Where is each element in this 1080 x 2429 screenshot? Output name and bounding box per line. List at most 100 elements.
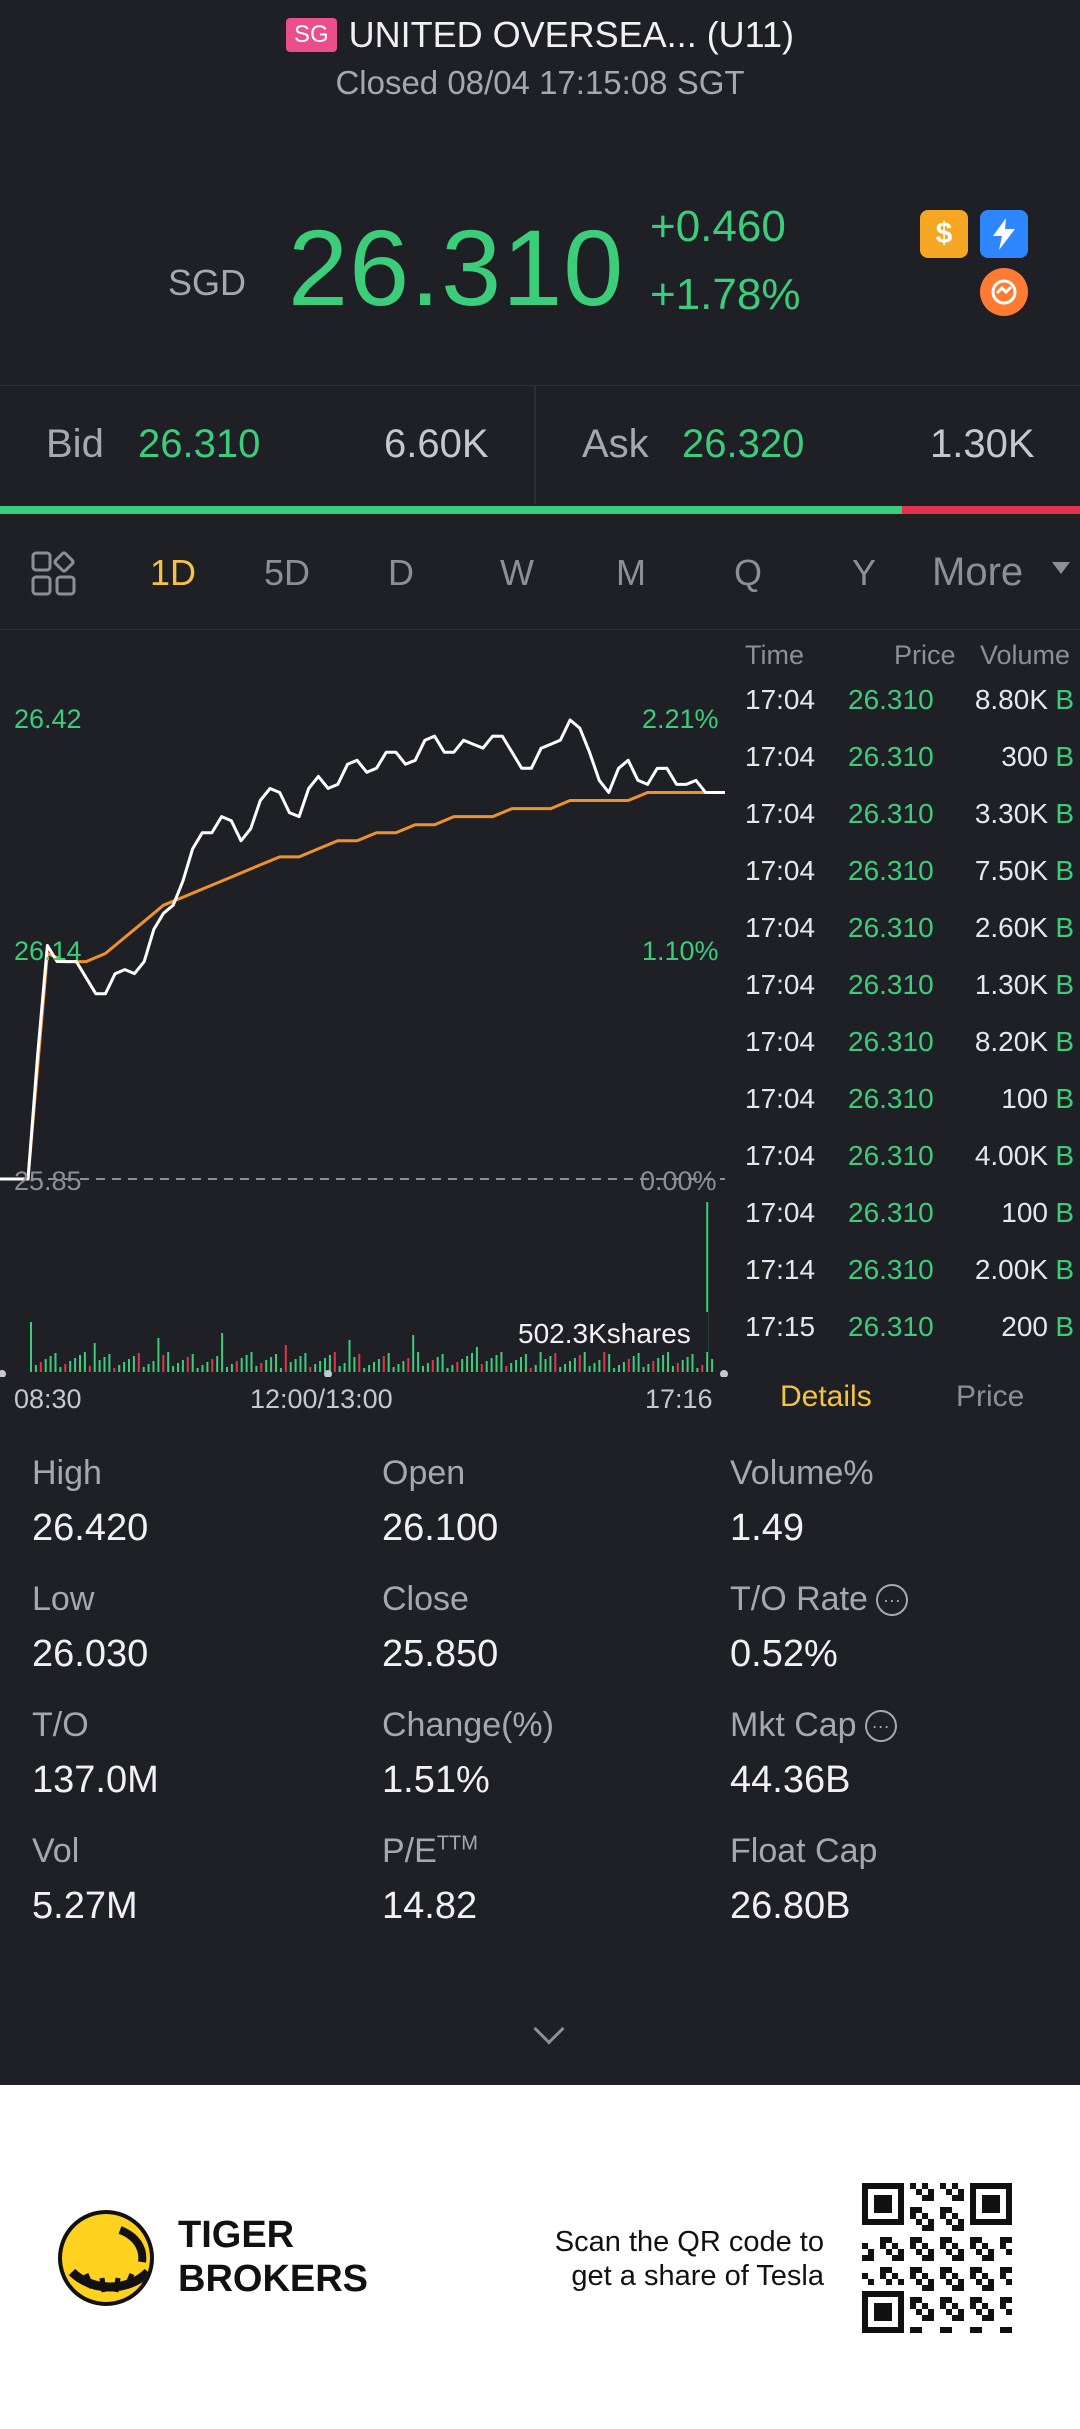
tick-price: 26.310 (848, 1197, 934, 1228)
qr-module (952, 2243, 958, 2249)
tick-side: B (1055, 969, 1074, 1000)
qr-module (880, 2267, 886, 2273)
qr-module (1006, 2237, 1012, 2243)
stat-label: Vol (32, 1832, 80, 1870)
qr-module (952, 2303, 958, 2309)
qr-module (916, 2207, 922, 2213)
qr-module (958, 2189, 964, 2195)
volume-bar (657, 1358, 660, 1372)
volume-bar (475, 1347, 478, 1372)
volume-bar (172, 1366, 175, 1372)
tab-5d[interactable]: 5D (264, 552, 311, 593)
qr-module (958, 2279, 964, 2285)
volume-bar (49, 1356, 52, 1372)
tab-details[interactable]: Details (780, 1380, 872, 1413)
qr-module (916, 2237, 922, 2243)
qr-module (910, 2207, 916, 2213)
tab-q[interactable]: Q (734, 552, 763, 593)
scan-line1: Scan the QR code to (554, 2226, 824, 2258)
expand-chevron-icon[interactable] (533, 2013, 565, 2045)
y-top-price: 26.42 (14, 704, 82, 734)
flash-trade-icon[interactable] (980, 210, 1028, 258)
qr-module (910, 2267, 916, 2273)
tab-w[interactable]: W (500, 552, 534, 593)
tick-price: 26.310 (848, 798, 934, 829)
volume-bar (466, 1356, 469, 1372)
volume-bar (123, 1362, 126, 1372)
last-price: 26.310 (288, 207, 625, 328)
qr-module (940, 2207, 946, 2213)
tick-time: 17:04 (745, 684, 816, 715)
qr-module (928, 2225, 934, 2231)
tick-price: 26.310 (848, 855, 934, 886)
qr-module (910, 2303, 916, 2309)
volume-bar (309, 1367, 312, 1372)
qr-module (940, 2183, 946, 2189)
tick-header-time: Time (745, 640, 804, 670)
tick-row: 17:04 26.310 100 B (730, 1197, 1080, 1254)
qr-module (958, 2309, 964, 2315)
swap-icon[interactable] (980, 268, 1028, 316)
tick-row: 17:04 26.310 4.00K B (730, 1140, 1080, 1197)
layout-grid-icon[interactable] (30, 550, 78, 598)
qr-module (988, 2279, 994, 2285)
x-end-time: 17:16 (645, 1384, 713, 1414)
volume-bar (284, 1345, 287, 1372)
qr-module (916, 2249, 922, 2255)
tick-side: B (1055, 684, 1074, 715)
volume-bar (343, 1363, 346, 1372)
volume-bar (515, 1360, 518, 1372)
tick-time: 17:04 (745, 1083, 816, 1114)
qr-module (952, 2183, 958, 2189)
volume-bar (373, 1362, 375, 1372)
volume-bar (632, 1356, 635, 1372)
tab-more[interactable]: More (932, 550, 1024, 594)
volume-bar (397, 1364, 400, 1372)
volume-bar (613, 1368, 616, 1372)
time-and-sales[interactable]: Time Price Volume 17:04 26.310 8.80K B 17:04… (730, 632, 1080, 1413)
ask-label: Ask (582, 422, 649, 466)
tab-1d[interactable]: 1D (150, 552, 197, 593)
volume-bar (637, 1353, 640, 1372)
volume-bar (706, 1202, 709, 1372)
stat-value: 0.52% (730, 1633, 838, 1675)
stat-value: 44.36B (730, 1759, 851, 1801)
intraday-chart[interactable]: 26.42 26.14 25.85 2.21% 1.10% 0.00% 502.… (0, 632, 730, 1414)
volume-bar (392, 1367, 395, 1372)
chart-canvas (0, 718, 728, 1378)
volume-bar (564, 1364, 567, 1372)
tick-price: 26.310 (848, 1311, 934, 1342)
volume-label-bg (512, 1312, 708, 1352)
tick-time: 17:15 (745, 1311, 816, 1342)
axis-dot (720, 1370, 728, 1378)
qr-module (922, 2315, 928, 2321)
volume-bar (83, 1352, 86, 1372)
tab-y[interactable]: Y (852, 552, 877, 593)
y-top-pct: 2.21% (642, 704, 719, 734)
qr-module (916, 2189, 922, 2195)
qr-module (958, 2219, 964, 2225)
more-info-icon[interactable]: ··· (875, 1583, 908, 1616)
volume-bar (211, 1359, 214, 1372)
volume-bar (534, 1365, 537, 1372)
qr-module (982, 2255, 988, 2261)
stat-label: Change(%) (382, 1706, 554, 1744)
qr-module (952, 2273, 958, 2279)
qr-module (940, 2243, 946, 2249)
qr-module (916, 2219, 922, 2225)
volume-bar (363, 1368, 366, 1372)
tab-price[interactable]: Price (956, 1380, 1025, 1413)
volume-bar (319, 1361, 322, 1372)
volume-bar (265, 1360, 268, 1372)
market-badge: SG (285, 18, 337, 52)
volume-bar (529, 1368, 532, 1372)
dollar-icon[interactable]: $ (920, 210, 968, 258)
tab-d[interactable]: D (388, 552, 414, 593)
qr-module (910, 2243, 916, 2249)
more-info-icon[interactable]: ··· (864, 1709, 897, 1742)
promo-footer: TIGER BROKERS Scan the QR code to get a … (0, 2085, 1080, 2429)
caret-down-icon (1052, 562, 1070, 574)
qr-module (910, 2183, 916, 2189)
title-row[interactable]: SG UNITED OVERSEA... (U11) (0, 14, 1080, 56)
tab-m[interactable]: M (616, 552, 646, 593)
